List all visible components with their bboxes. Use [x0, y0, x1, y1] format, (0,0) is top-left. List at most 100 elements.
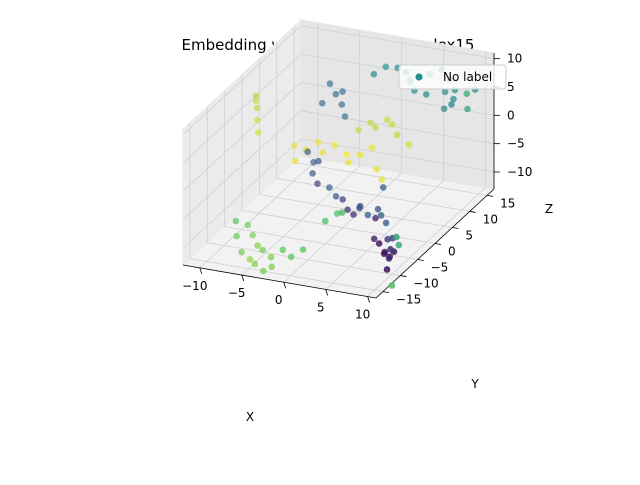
y-grid-floor	[241, 210, 436, 244]
data-point	[464, 105, 471, 113]
data-point	[314, 138, 322, 146]
data-point	[253, 104, 261, 112]
data-point	[448, 101, 455, 108]
z-grid-right	[300, 81, 495, 116]
gridlines	[182, 22, 495, 297]
data-point	[252, 97, 260, 104]
data-point	[268, 263, 276, 271]
data-point	[332, 90, 340, 98]
data-point	[246, 255, 254, 263]
x-tick-label: 5	[317, 300, 325, 314]
data-point	[382, 219, 390, 227]
data-point	[339, 88, 346, 95]
z-grid-left	[182, 53, 302, 164]
data-point	[249, 231, 256, 239]
data-point	[315, 157, 322, 165]
x-tick-label: −5	[228, 286, 246, 300]
y-tick-label: −5	[431, 261, 449, 275]
data-point	[254, 242, 261, 249]
y-tick-mark	[417, 259, 424, 261]
data-point	[388, 282, 396, 289]
data-point	[259, 246, 266, 254]
x-tick-label: −10	[182, 279, 207, 293]
data-point	[338, 209, 346, 216]
z-axis-label: Z	[545, 202, 553, 216]
data-point	[405, 141, 413, 148]
data-point	[326, 184, 333, 191]
data-point	[423, 91, 430, 98]
data-point	[355, 126, 362, 134]
data-point	[310, 158, 317, 166]
z-grid-right	[300, 110, 495, 145]
y-tick-label: −15	[396, 293, 421, 307]
data-point	[350, 211, 357, 218]
data-point	[267, 253, 275, 261]
y-tick-mark	[469, 211, 476, 213]
x-axis-line	[182, 264, 377, 299]
data-point	[343, 151, 351, 158]
x-tick-label: 0	[275, 293, 283, 307]
y-tick-mark	[400, 275, 407, 277]
data-point	[387, 246, 394, 253]
data-point	[383, 266, 391, 273]
data-point	[314, 180, 321, 187]
legend-box	[398, 64, 507, 90]
data-point	[279, 246, 287, 254]
z-tick-label: 0	[507, 108, 515, 122]
y-grid-floor	[259, 194, 453, 228]
y-grid-floor	[189, 258, 383, 292]
y-tick-mark	[434, 243, 442, 245]
z-tick-label: −10	[507, 165, 532, 179]
y-tick-label: 10	[483, 212, 498, 226]
data-point	[393, 233, 400, 241]
y-tick-mark	[486, 195, 494, 197]
data-point	[319, 149, 327, 156]
data-point	[287, 253, 295, 261]
data-point	[386, 253, 394, 260]
data-point	[395, 241, 403, 249]
data-point	[375, 240, 383, 247]
data-point	[440, 105, 448, 113]
data-point	[251, 260, 259, 268]
data-point	[370, 235, 378, 243]
data-point	[388, 121, 396, 128]
data-point	[450, 95, 457, 103]
data-point	[319, 99, 326, 107]
data-point	[378, 176, 386, 183]
y-tick-label: 5	[465, 229, 473, 243]
z-grid-right	[300, 25, 495, 60]
data-point	[291, 157, 299, 165]
data-point	[463, 90, 471, 97]
z-tick-label: 5	[507, 80, 515, 94]
data-point	[368, 144, 376, 151]
data-point	[244, 221, 252, 229]
data-point	[356, 202, 364, 210]
x-tick-mark	[241, 274, 245, 282]
data-point	[356, 151, 364, 159]
data-point	[304, 148, 312, 156]
data-point	[260, 267, 267, 275]
x-axis-label: X	[246, 410, 254, 424]
x-tick-mark	[283, 282, 287, 289]
data-point	[233, 232, 240, 240]
data-point	[344, 206, 351, 213]
data-point	[383, 116, 391, 124]
y-tick-label: 0	[448, 245, 456, 259]
data-point	[372, 214, 379, 222]
data-point	[299, 246, 307, 253]
z-grid-left	[182, 82, 302, 192]
data-point	[374, 205, 382, 213]
z-grid-left	[182, 25, 302, 135]
data-point	[291, 142, 298, 149]
data-point	[370, 70, 378, 78]
data-point	[338, 101, 346, 108]
data-point	[344, 159, 352, 166]
data-point	[252, 92, 260, 100]
y-grid-floor	[276, 178, 470, 212]
data-point	[309, 170, 316, 177]
y-tick-label: −10	[413, 277, 438, 291]
data-point	[322, 217, 329, 225]
